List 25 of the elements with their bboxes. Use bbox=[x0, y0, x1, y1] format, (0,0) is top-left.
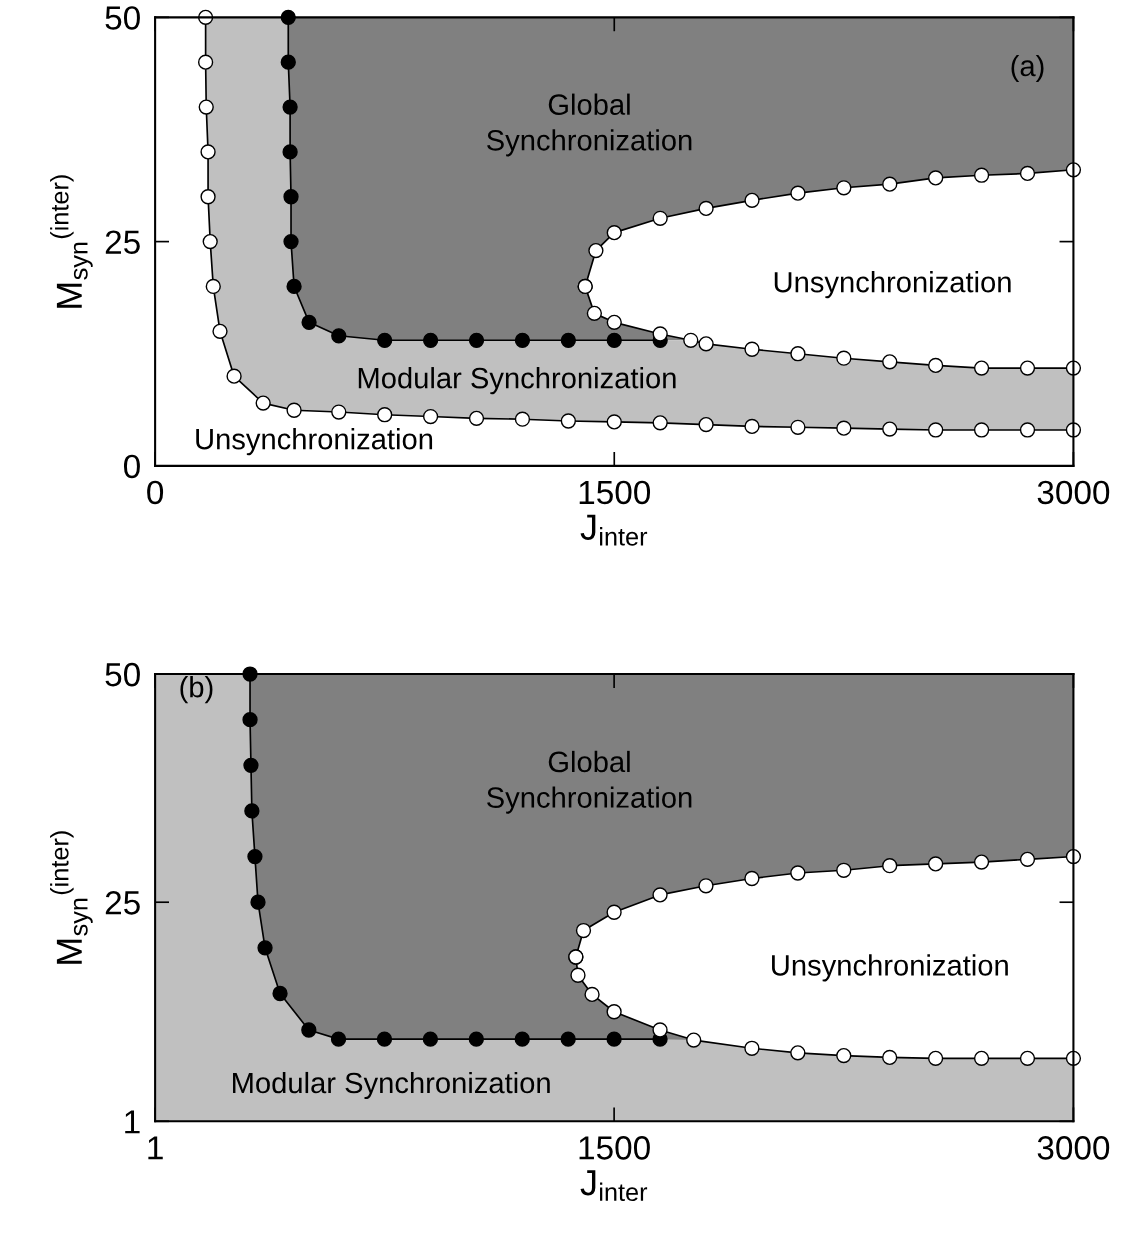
x-tick-label: 3000 bbox=[1037, 480, 1110, 505]
annotation: Unsynchronization bbox=[774, 271, 1011, 299]
annotation: Modular Synchronization bbox=[233, 1071, 550, 1100]
y-axis-title: M$_{syn}$$^{(inter)}$ bbox=[50, 831, 93, 964]
y-axis-title: M$_{syn}$$^{(inter)}$ bbox=[50, 175, 93, 308]
x-tick-label: 1 bbox=[148, 1136, 163, 1160]
x-tick-label: 3000 bbox=[1037, 1136, 1110, 1160]
annotation: (b) bbox=[180, 676, 213, 704]
annotation: Modular Synchronization bbox=[358, 367, 676, 395]
annotation: Unsynchronization bbox=[196, 428, 433, 456]
annotation: (a) bbox=[1011, 54, 1044, 83]
annotation: Global Synchronization bbox=[487, 750, 692, 814]
annotation: Global Synchronization bbox=[487, 93, 692, 157]
x-tick-label: 1500 bbox=[579, 1136, 650, 1160]
y-tick-label: 0 bbox=[123, 454, 140, 479]
y-tick-label: 25 bbox=[105, 891, 140, 915]
y-tick-label: 25 bbox=[105, 230, 140, 255]
x-tick-label: 0 bbox=[147, 480, 164, 505]
annotation: Unsynchronization bbox=[772, 954, 1008, 982]
x-axis-title: J$_{inter}$ bbox=[580, 1170, 648, 1202]
y-tick-label: 50 bbox=[105, 6, 140, 30]
x-tick-label: 1500 bbox=[579, 480, 651, 505]
x-axis-title: J$_{inter}$ bbox=[580, 514, 648, 546]
y-tick-label: 50 bbox=[105, 662, 140, 687]
y-tick-label: 1 bbox=[125, 1110, 140, 1134]
